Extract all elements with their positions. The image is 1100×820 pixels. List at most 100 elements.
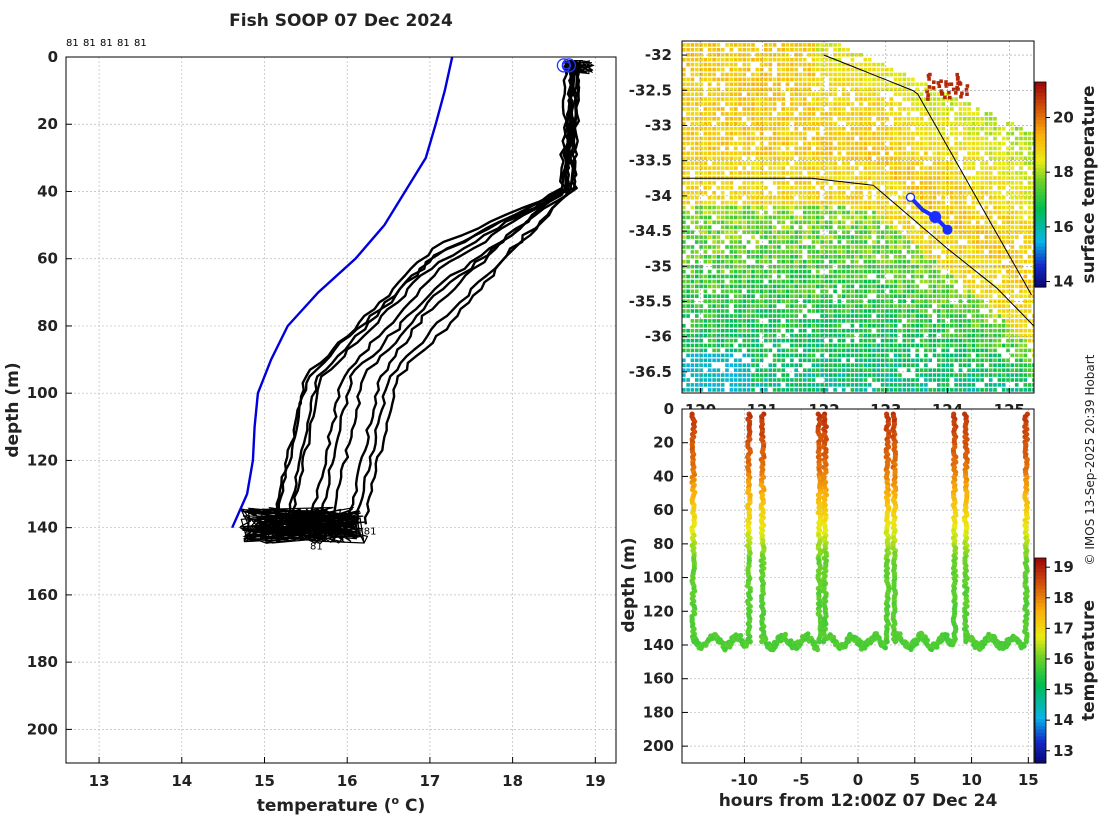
- sst-cell: [759, 82, 764, 87]
- sst-cell: [790, 343, 794, 348]
- sst-cell: [880, 136, 885, 141]
- sst-cell: [772, 156, 777, 161]
- sst-cell: [880, 309, 885, 313]
- sst-cell: [893, 151, 898, 156]
- sst-cell: [725, 220, 729, 225]
- sst-cell: [919, 220, 924, 225]
- sst-cell: [772, 107, 777, 111]
- sst-cell: [707, 102, 712, 106]
- sst-cell: [720, 156, 725, 161]
- sst-cell: [1006, 289, 1010, 294]
- sst-cell: [712, 245, 716, 249]
- sst-cell: [984, 388, 989, 392]
- sst-cell: [1010, 141, 1015, 146]
- sst-cell-warm: [956, 76, 960, 80]
- sst-cell: [790, 378, 794, 382]
- sst-cell: [967, 299, 971, 303]
- sst-cell: [898, 269, 902, 274]
- sst-cell: [690, 274, 695, 279]
- sst-cell: [837, 250, 842, 254]
- sst-cell: [1027, 235, 1032, 239]
- sst-cell: [945, 166, 950, 170]
- sst-cell: [1023, 225, 1028, 229]
- sst-cell: [785, 289, 790, 294]
- sst-cell: [712, 264, 716, 269]
- sst-cell: [820, 284, 824, 289]
- sst-cell: [941, 195, 945, 200]
- sst-cell: [932, 225, 937, 229]
- sst-cell: [703, 373, 708, 377]
- sst-cell: [889, 309, 894, 313]
- sst-cell: [898, 166, 902, 170]
- sst-cell: [703, 191, 708, 195]
- sst-cell: [807, 289, 811, 294]
- sst-cell: [746, 368, 751, 372]
- sst-cell: [867, 304, 872, 308]
- sst-cell: [958, 146, 963, 151]
- sst-cell: [885, 383, 889, 387]
- sst-cell: [768, 107, 773, 111]
- sst-cell: [720, 264, 725, 269]
- sst-cell: [716, 294, 721, 298]
- sst-cell: [854, 343, 859, 348]
- sst-cell: [889, 215, 894, 220]
- sst-cell: [850, 289, 855, 294]
- sst-cell: [699, 117, 703, 121]
- sst-cell: [777, 353, 781, 358]
- sst-cell: [768, 87, 773, 92]
- sst-cell: [988, 112, 993, 116]
- sst-cell: [1014, 255, 1019, 259]
- sst-cell: [707, 97, 712, 101]
- sst-cell: [725, 205, 729, 210]
- colorbar-swatch: [1035, 242, 1046, 247]
- sst-cell: [816, 333, 820, 338]
- sst-cell: [872, 92, 876, 96]
- sst-cell: [811, 338, 816, 343]
- sst-cell: [854, 250, 859, 254]
- sst-cell: [798, 102, 803, 106]
- sst-cell: [790, 220, 794, 225]
- sst-cell: [824, 388, 829, 392]
- sst-cell: [751, 126, 755, 131]
- sst-cell: [928, 338, 932, 343]
- sst-cell: [859, 53, 863, 57]
- sst-cell: [837, 235, 842, 239]
- sst-cell: [889, 181, 894, 185]
- sst-cell: [1019, 294, 1023, 298]
- sst-cell: [682, 230, 686, 234]
- sst-cell: [958, 333, 963, 338]
- sst-cell: [980, 230, 984, 234]
- sst-cell: [695, 319, 699, 323]
- sst-cell: [863, 82, 868, 87]
- sst-cell: [924, 279, 928, 284]
- sst-cell: [980, 240, 984, 244]
- sst-cell: [1027, 195, 1032, 200]
- sst-cell: [707, 195, 712, 200]
- sst-cell: [911, 383, 915, 387]
- sst-cell: [911, 378, 915, 382]
- sst-cell: [803, 279, 807, 284]
- sst-cell: [695, 48, 699, 52]
- sst-cell: [967, 324, 971, 328]
- sst-cell: [772, 264, 777, 269]
- sst-cell: [768, 259, 773, 264]
- sst-cell: [803, 191, 807, 195]
- sst-cell: [850, 102, 855, 106]
- sst-cell: [954, 338, 958, 343]
- sst-cell-warm: [937, 84, 942, 88]
- sst-cell: [725, 309, 729, 313]
- sst-cell: [988, 171, 993, 175]
- sst-cell: [941, 368, 945, 372]
- sst-cell: [794, 215, 798, 220]
- sst-cell: [1010, 220, 1015, 225]
- sst-cell: [902, 314, 907, 318]
- sst-cell: [751, 191, 755, 195]
- sst-cell: [733, 319, 738, 323]
- sst-cell: [738, 186, 742, 190]
- sst-cell: [759, 67, 764, 72]
- sst-cell: [837, 358, 842, 363]
- sst-cell: [1006, 284, 1010, 289]
- sst-cell: [738, 373, 742, 377]
- sst-cell: [829, 210, 833, 215]
- sst-cell: [906, 348, 911, 353]
